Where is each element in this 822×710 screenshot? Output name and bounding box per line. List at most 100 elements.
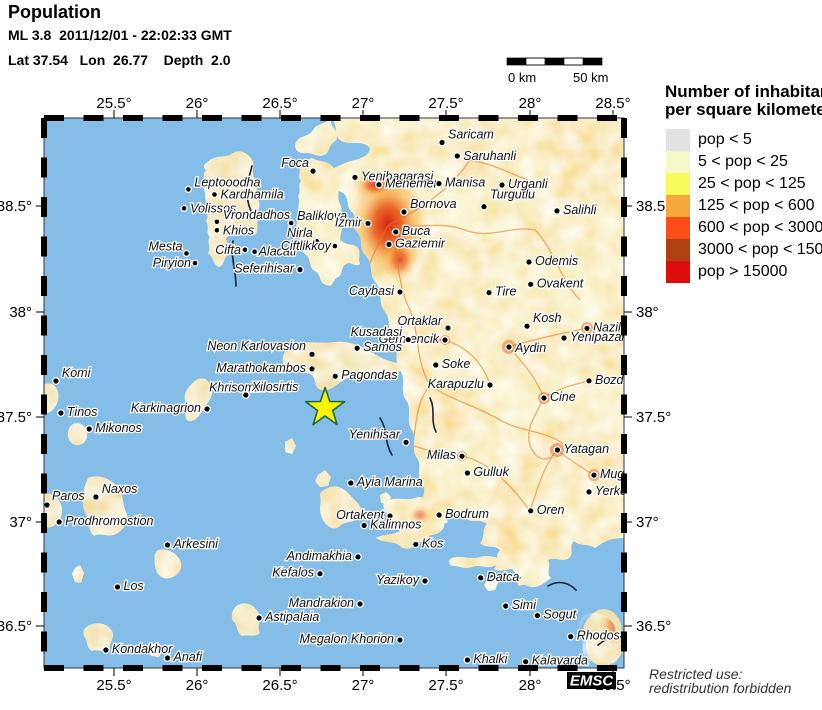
svg-text:EMSC: EMSC xyxy=(570,673,615,690)
svg-text:25.5°: 25.5° xyxy=(96,677,131,694)
svg-text:Xilosirtis: Xilosirtis xyxy=(251,380,299,394)
svg-text:27°: 27° xyxy=(352,95,375,112)
svg-text:Vrondadhos: Vrondadhos xyxy=(223,208,290,222)
svg-text:Paros: Paros xyxy=(52,489,85,503)
svg-text:37°: 37° xyxy=(9,514,32,531)
svg-text:26°: 26° xyxy=(186,95,209,112)
svg-text:Prodhromostion: Prodhromostion xyxy=(65,514,153,528)
svg-text:Tinos: Tinos xyxy=(67,405,97,419)
svg-text:Gaziemir: Gaziemir xyxy=(395,236,446,250)
svg-text:Kosh: Kosh xyxy=(533,311,562,325)
svg-text:Sogut: Sogut xyxy=(543,608,576,622)
svg-text:pop > 15000: pop > 15000 xyxy=(698,263,788,280)
svg-text:Karapuzlu: Karapuzlu xyxy=(428,377,484,391)
svg-text:Yerkesi: Yerkesi xyxy=(595,484,637,498)
svg-text:28°: 28° xyxy=(519,95,542,112)
svg-text:Oren: Oren xyxy=(537,503,565,517)
svg-text:Astipalaia: Astipalaia xyxy=(264,610,319,624)
svg-text:38°: 38° xyxy=(636,304,659,321)
svg-text:Piryion: Piryion xyxy=(153,256,191,270)
svg-text:redistribution forbidden: redistribution forbidden xyxy=(649,680,792,696)
svg-text:Salihli: Salihli xyxy=(563,203,598,217)
svg-text:Number of inhabitants: Number of inhabitants xyxy=(665,82,822,101)
svg-text:Milas: Milas xyxy=(427,448,456,462)
svg-text:38.5°: 38.5° xyxy=(636,198,671,215)
svg-text:0 km: 0 km xyxy=(508,70,536,85)
svg-text:Saruhanli: Saruhanli xyxy=(463,149,517,163)
svg-text:Datca: Datca xyxy=(487,570,520,584)
svg-text:28°: 28° xyxy=(519,677,542,694)
svg-text:5 < pop < 25: 5 < pop < 25 xyxy=(698,153,788,170)
svg-text:26.5°: 26.5° xyxy=(262,95,297,112)
svg-text:38°: 38° xyxy=(9,304,32,321)
svg-text:Los: Los xyxy=(124,579,144,593)
svg-text:Rhodos: Rhodos xyxy=(577,629,620,643)
svg-text:Seferihisar: Seferihisar xyxy=(234,262,295,276)
svg-text:Kalimnos: Kalimnos xyxy=(370,517,421,531)
svg-text:Kusadasi: Kusadasi xyxy=(351,325,404,339)
svg-text:Mug: Mug xyxy=(600,467,624,481)
svg-text:Kos: Kos xyxy=(422,536,444,550)
svg-text:Odemis: Odemis xyxy=(535,254,578,268)
svg-text:Menemen: Menemen xyxy=(385,177,441,191)
svg-text:Saricam: Saricam xyxy=(448,128,494,142)
svg-text:Naxos: Naxos xyxy=(102,482,137,496)
svg-text:Tire: Tire xyxy=(495,285,516,299)
svg-text:25.5°: 25.5° xyxy=(96,95,131,112)
svg-text:Kefalos: Kefalos xyxy=(272,566,314,580)
svg-text:Kondakhor: Kondakhor xyxy=(112,642,173,656)
svg-text:Izmir: Izmir xyxy=(335,216,363,230)
svg-text:Khios: Khios xyxy=(223,223,254,237)
svg-text:Aydin: Aydin xyxy=(514,341,546,355)
svg-text:per square kilometer: per square kilometer xyxy=(665,100,822,119)
svg-text:38.5°: 38.5° xyxy=(0,198,32,215)
svg-text:50 km: 50 km xyxy=(573,70,608,85)
svg-text:Yatagan: Yatagan xyxy=(563,442,609,456)
svg-text:Neon Karlovasion: Neon Karlovasion xyxy=(207,339,306,353)
svg-text:Bornova: Bornova xyxy=(410,197,457,211)
svg-text:Ciftlikkoy: Ciftlikkoy xyxy=(281,239,332,253)
svg-text:Simi: Simi xyxy=(512,598,538,612)
svg-text:Yenipazar: Yenipazar xyxy=(570,330,626,344)
svg-text:Bodrum: Bodrum xyxy=(445,507,489,521)
svg-text:pop < 5: pop < 5 xyxy=(698,131,752,148)
svg-text:Yazikoy: Yazikoy xyxy=(376,573,420,587)
svg-text:Caybasi: Caybasi xyxy=(349,284,395,298)
svg-text:25 < pop < 125: 25 < pop < 125 xyxy=(698,175,806,192)
svg-text:Ortaklar: Ortaklar xyxy=(398,314,443,328)
svg-text:125 < pop < 600: 125 < pop < 600 xyxy=(698,197,815,214)
svg-text:Foca: Foca xyxy=(281,156,309,170)
svg-text:37°: 37° xyxy=(636,514,659,531)
svg-text:Andimakhia: Andimakhia xyxy=(286,549,352,563)
svg-text:Gulluk: Gulluk xyxy=(473,465,509,479)
svg-text:26.5°: 26.5° xyxy=(262,677,297,694)
svg-text:Nirla: Nirla xyxy=(287,226,313,240)
svg-text:Karkinagrion: Karkinagrion xyxy=(131,401,201,415)
svg-text:27.5°: 27.5° xyxy=(428,677,463,694)
svg-text:Ovakent: Ovakent xyxy=(537,276,584,290)
svg-text:Samos: Samos xyxy=(363,340,402,354)
svg-text:Cine: Cine xyxy=(550,390,576,404)
svg-text:28.5°: 28.5° xyxy=(595,95,630,112)
svg-text:Mesta: Mesta xyxy=(148,239,182,253)
svg-text:Cifta: Cifta xyxy=(215,243,241,257)
svg-text:27.5°: 27.5° xyxy=(428,95,463,112)
svg-text:37.5°: 37.5° xyxy=(0,409,32,426)
svg-text:3000 < pop < 15000: 3000 < pop < 15000 xyxy=(698,241,822,258)
svg-text:36.5°: 36.5° xyxy=(636,618,671,635)
svg-text:Pagondas: Pagondas xyxy=(341,368,397,382)
svg-text:Arkesini: Arkesini xyxy=(173,537,220,551)
svg-text:Yenihisar: Yenihisar xyxy=(349,427,401,441)
svg-text:26°: 26° xyxy=(186,677,209,694)
svg-text:600 < pop < 3000: 600 < pop < 3000 xyxy=(698,219,822,236)
svg-text:Manisa: Manisa xyxy=(445,176,485,190)
svg-text:Soke: Soke xyxy=(442,357,471,371)
svg-text:Urganli: Urganli xyxy=(508,177,549,191)
svg-text:Mikonos: Mikonos xyxy=(95,421,142,435)
svg-text:Anafi: Anafi xyxy=(173,650,204,664)
svg-text:36.5°: 36.5° xyxy=(0,618,32,635)
svg-text:Ayia Marina: Ayia Marina xyxy=(356,475,423,489)
svg-text:Marathokambos: Marathokambos xyxy=(216,361,306,375)
svg-text:Mandrakion: Mandrakion xyxy=(289,596,354,610)
svg-text:Kardhamila: Kardhamila xyxy=(221,188,284,202)
